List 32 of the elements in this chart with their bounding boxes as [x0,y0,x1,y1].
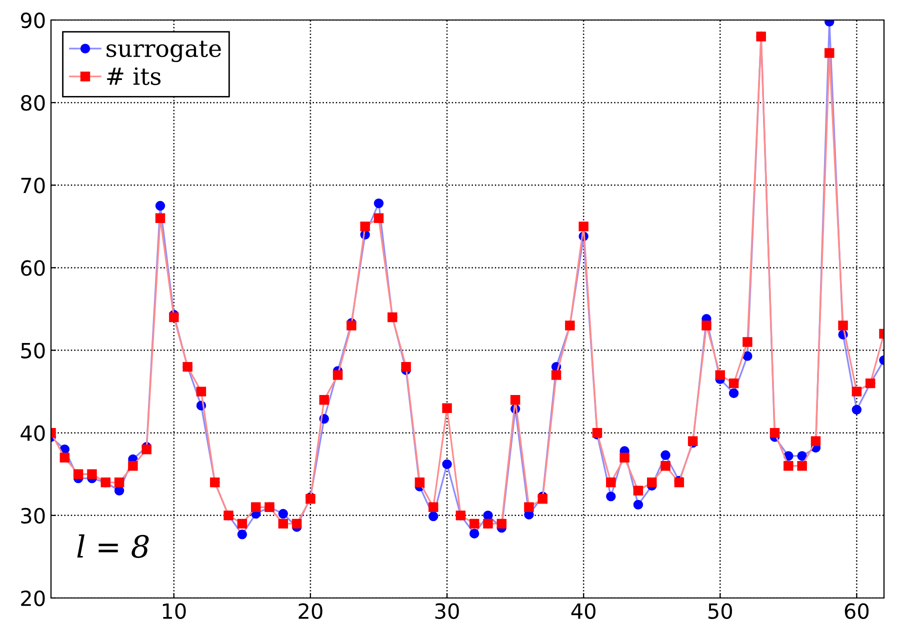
y-tick-label: 60 [21,260,45,276]
point [797,451,807,461]
point [428,511,438,522]
x-tick-label: 10 [162,603,186,619]
y-tick-label: 80 [21,95,45,111]
point [660,450,670,460]
point [483,510,493,520]
point [237,530,248,540]
point [442,459,452,470]
x-tick-label: 50 [708,603,732,619]
point [728,388,739,398]
legend-label: # its [107,67,161,86]
x-tick-label: 20 [298,603,322,619]
point [278,508,288,519]
y-tick-label: 30 [21,508,45,524]
y-tick-label: 40 [20,425,45,442]
y-tick-label: 20 [21,590,45,606]
point [633,500,644,510]
point [742,351,752,361]
x-tick-label: 60 [844,603,869,619]
y-tick-label: 90 [20,12,45,28]
point [155,200,166,211]
y-tick-label: 50 [21,342,45,358]
x-tick-label: 30 [435,603,459,619]
point [469,528,480,538]
point [852,404,862,415]
x-tick-label: 40 [571,603,596,619]
annotation: l = 8 [77,534,149,558]
point [374,198,384,208]
y-tick-label: 70 [21,178,45,194]
legend-label: surrogate [106,40,221,62]
point [606,492,616,502]
